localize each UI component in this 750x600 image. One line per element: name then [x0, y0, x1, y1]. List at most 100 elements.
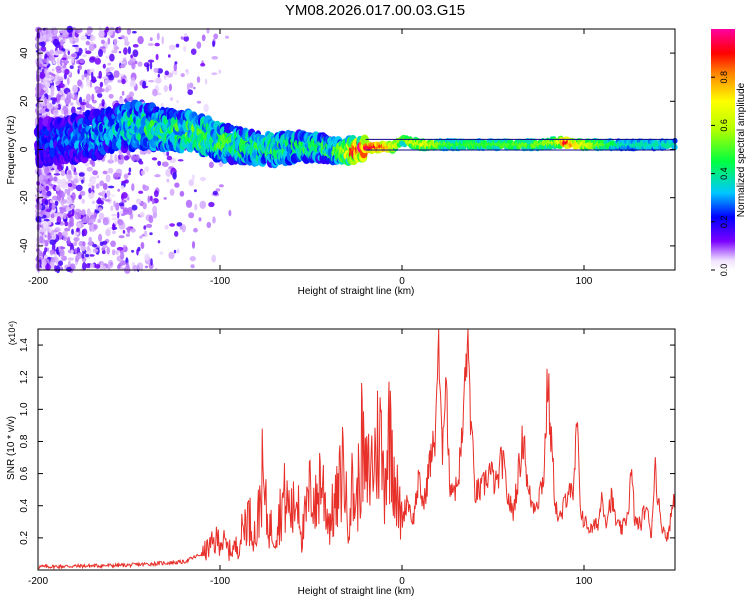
heatmap-speckle [37, 69, 43, 73]
heatmap-speckle [73, 178, 79, 184]
heatmap-speckle [79, 221, 84, 224]
heatmap-speckle [132, 30, 137, 34]
heatmap-speckle [88, 236, 92, 243]
heatmap-speckle [99, 180, 105, 187]
heatmap-speckle [98, 70, 102, 79]
heatmap-speckle [54, 200, 59, 207]
heatmap-speckle [119, 73, 124, 77]
heatmap-speckle [107, 185, 115, 189]
heatmap-speckle [52, 38, 60, 47]
heatmap-speckle [46, 57, 50, 65]
snr-y-multiplier: (x10⁴) [7, 321, 17, 345]
heatmap-speckle [191, 174, 195, 181]
heatmap-speckle [69, 102, 74, 106]
heatmap-speckle [70, 204, 74, 210]
heatmap-speckle [80, 35, 87, 41]
heatmap-speckle [127, 207, 133, 216]
heatmap-speckle [136, 262, 144, 271]
heatmap-speckle [54, 97, 58, 103]
heatmap-speckle [60, 169, 66, 177]
heatmap-speckle [194, 203, 198, 211]
heatmap-speckle [161, 161, 169, 167]
x-tick-label: -100 [210, 576, 230, 587]
heatmap-speckle [67, 237, 71, 245]
heatmap-speckle [176, 100, 179, 104]
y-tick-label: -20 [19, 190, 30, 205]
heatmap-speckle [120, 154, 124, 160]
heatmap-speckle [119, 64, 126, 69]
heatmap-speckle [121, 199, 127, 203]
heatmap-speckle [89, 254, 95, 257]
y-tick-label: -40 [19, 238, 30, 253]
heatmap-speckle [115, 202, 120, 211]
heatmap-speckle [191, 241, 196, 249]
heatmap-speckle [92, 248, 99, 253]
heatmap-speckle [58, 260, 63, 267]
heatmap-speckle [45, 263, 51, 271]
heatmap-speckle [148, 80, 155, 83]
heatmap-speckle [38, 168, 42, 175]
heatmap-speckle [122, 244, 127, 248]
x-tick-label: 0 [399, 276, 405, 287]
heatmap-speckle [66, 266, 72, 272]
heatmap-speckle [198, 217, 202, 222]
heatmap-speckle [147, 42, 154, 47]
heatmap-speckle [72, 232, 79, 236]
heatmap-speckle [115, 249, 119, 256]
heatmap-speckle [49, 199, 54, 204]
heatmap-speckle [199, 200, 207, 209]
heatmap-speckle [188, 179, 195, 187]
heatmap-speckle [97, 218, 102, 224]
heatmap-speckle [101, 250, 106, 255]
heatmap-speckle [167, 54, 171, 58]
heatmap-speckle [109, 153, 113, 162]
heatmap-speckle [132, 44, 139, 48]
heatmap-speckle [176, 222, 183, 227]
heatmap-speckle [95, 183, 100, 189]
heatmap-speckle [111, 249, 116, 256]
heatmap-speckle [84, 253, 90, 258]
heatmap-speckle [57, 76, 64, 82]
snr-x-axis-label: Height of straight line (km) [298, 586, 415, 597]
heatmap-speckle [102, 63, 106, 69]
heatmap-speckle [155, 53, 159, 61]
heatmap-speckle [50, 75, 55, 80]
heatmap-speckle [46, 72, 50, 79]
heatmap-speckle [35, 203, 43, 211]
heatmap-speckle [211, 56, 219, 60]
heatmap-speckle [203, 103, 209, 113]
x-tick-label: -200 [28, 576, 48, 587]
heatmap-speckle [86, 79, 91, 87]
heatmap-speckle [118, 202, 125, 207]
heatmap-speckle [172, 171, 177, 180]
heatmap-speckle [212, 216, 216, 224]
heatmap-speckle [38, 50, 42, 54]
snr-frame [37, 328, 676, 571]
heatmap-speckle [218, 69, 222, 74]
heatmap-speckle [96, 55, 99, 59]
heatmap-speckle [89, 159, 94, 165]
heatmap-speckle [72, 92, 75, 99]
heatmap-speckle [140, 242, 145, 249]
heatmap-speckle [89, 176, 97, 180]
heatmap-speckle [45, 27, 49, 35]
heatmap-speckle [71, 192, 76, 201]
heatmap-speckle [150, 258, 153, 266]
heatmap-speckle [154, 42, 160, 47]
heatmap-speckle [102, 217, 109, 226]
heatmap-speckle [80, 101, 87, 106]
heatmap-speckle [123, 155, 129, 161]
heatmap-speckle [107, 62, 111, 66]
heatmap-speckle [121, 180, 127, 183]
heatmap-speckle [64, 218, 68, 222]
heatmap-speckle [39, 228, 46, 233]
heatmap-speckle [46, 102, 54, 110]
heatmap-speckle [46, 190, 52, 197]
heatmap-speckle [157, 160, 162, 166]
spectrogram-frame [37, 28, 676, 271]
heatmap-speckle [91, 71, 94, 80]
y-tick-label: 40 [19, 47, 30, 59]
heatmap-speckle [212, 190, 218, 196]
heatmap-speckle [74, 248, 78, 254]
heatmap-speckle [85, 40, 90, 46]
